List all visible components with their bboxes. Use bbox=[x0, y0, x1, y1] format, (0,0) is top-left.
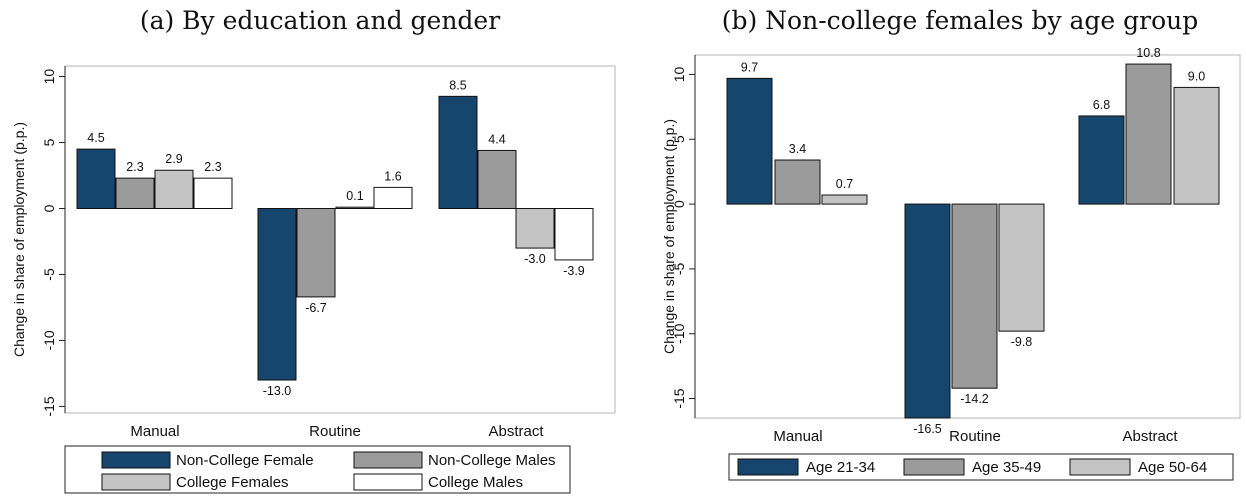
bar bbox=[1078, 115, 1125, 205]
bar bbox=[296, 207, 336, 298]
bar-value-label: 0.1 bbox=[346, 189, 363, 203]
bar-value-label: 9.0 bbox=[1188, 69, 1205, 83]
bar-value-label: 2.3 bbox=[204, 160, 221, 174]
bar-value-label: -3.9 bbox=[563, 264, 585, 278]
legend-swatch bbox=[1069, 458, 1131, 476]
x-category-label: Manual bbox=[130, 423, 179, 440]
chart-a-title: (a) By education and gender bbox=[139, 6, 501, 35]
bar bbox=[154, 169, 194, 209]
bar-value-label: 8.5 bbox=[449, 78, 466, 92]
y-tick-label: -15 bbox=[671, 388, 687, 408]
y-tick-label: -5 bbox=[671, 262, 687, 275]
bar-value-label: -13.0 bbox=[263, 384, 292, 398]
bar bbox=[335, 206, 375, 209]
legend: Non-College Female Non-College Males Colle… bbox=[64, 445, 571, 494]
chart-b-title: (b) Non-college females by age group bbox=[721, 6, 1199, 35]
y-axis-title: Change in share of employment (p.p.) bbox=[11, 122, 27, 357]
bar-value-label: 4.5 bbox=[87, 131, 104, 145]
legend-label: Age 35-49 bbox=[972, 459, 1041, 476]
legend-swatch bbox=[737, 458, 799, 476]
bar bbox=[373, 186, 413, 209]
legend-label: College Females bbox=[176, 474, 289, 491]
legend-swatch bbox=[903, 458, 965, 476]
bar bbox=[998, 203, 1045, 332]
chart-a: 10 5 0 -5 -10 -15 Change in share of employmen… bbox=[11, 65, 616, 494]
y-tick-label: 0 bbox=[671, 200, 687, 208]
y-tick-label: 5 bbox=[671, 135, 687, 143]
y-tick-label: -5 bbox=[41, 268, 57, 281]
y-axis-title: Change in share of employment (p.p.) bbox=[661, 119, 677, 354]
bar-value-label: 9.7 bbox=[741, 60, 758, 74]
x-category-label: Abstract bbox=[488, 423, 544, 440]
bar bbox=[774, 159, 821, 205]
x-category-label: Manual bbox=[773, 428, 822, 445]
y-tick-label: -15 bbox=[41, 396, 57, 416]
bar bbox=[477, 149, 517, 209]
legend-label: Non-College Female bbox=[176, 452, 314, 469]
bar-value-label: -9.8 bbox=[1011, 335, 1033, 349]
legend-label: Age 21-34 bbox=[806, 459, 875, 476]
legend: Age 21-34 Age 35-49 Age 50-64 bbox=[728, 453, 1234, 481]
legend-swatch bbox=[353, 451, 423, 469]
bar-value-label: 10.8 bbox=[1136, 46, 1160, 60]
bar bbox=[951, 203, 998, 389]
bar-value-label: 4.4 bbox=[488, 132, 505, 146]
bar bbox=[115, 177, 155, 209]
bar bbox=[193, 177, 233, 209]
chart-b: 10 5 0 -5 -10 -15 Change in share of employmen… bbox=[661, 46, 1241, 481]
bar-value-label: 3.4 bbox=[789, 142, 806, 156]
x-category-label: Abstract bbox=[1122, 428, 1178, 445]
bar bbox=[1173, 86, 1220, 205]
legend-label: Non-College Males bbox=[428, 452, 556, 469]
bar-value-label: -16.5 bbox=[913, 422, 942, 436]
y-tick-label: -10 bbox=[41, 330, 57, 350]
bar bbox=[1125, 63, 1172, 205]
bar bbox=[554, 207, 594, 261]
y-tick-label: 10 bbox=[41, 69, 57, 85]
legend-swatch bbox=[353, 473, 423, 491]
legend-swatch bbox=[101, 451, 171, 469]
x-category-label: Routine bbox=[949, 428, 1001, 445]
legend-swatch bbox=[101, 473, 171, 491]
y-tick-label: 0 bbox=[41, 204, 57, 212]
legend-label: Age 50-64 bbox=[1138, 459, 1207, 476]
legend-box bbox=[728, 453, 1234, 481]
bar bbox=[821, 194, 868, 205]
bar-value-label: -14.2 bbox=[960, 392, 989, 406]
bar-value-label: 0.7 bbox=[836, 177, 853, 191]
y-tick-label: 10 bbox=[671, 66, 687, 82]
bar-value-label: 6.8 bbox=[1093, 98, 1110, 112]
bar bbox=[257, 207, 297, 381]
bar-value-label: 2.9 bbox=[165, 152, 182, 166]
bar-value-label: -6.7 bbox=[305, 301, 327, 315]
y-tick-label: -10 bbox=[671, 323, 687, 343]
bar bbox=[438, 95, 478, 209]
bar bbox=[515, 207, 555, 249]
bar bbox=[904, 203, 951, 419]
bar bbox=[76, 148, 116, 209]
bar-value-label: 1.6 bbox=[384, 169, 401, 183]
bar bbox=[726, 77, 773, 205]
x-category-label: Routine bbox=[309, 423, 361, 440]
bar-value-label: -3.0 bbox=[524, 252, 546, 266]
y-tick-label: 5 bbox=[41, 138, 57, 146]
legend-label: College Males bbox=[428, 474, 523, 491]
bar-value-label: 2.3 bbox=[126, 160, 143, 174]
